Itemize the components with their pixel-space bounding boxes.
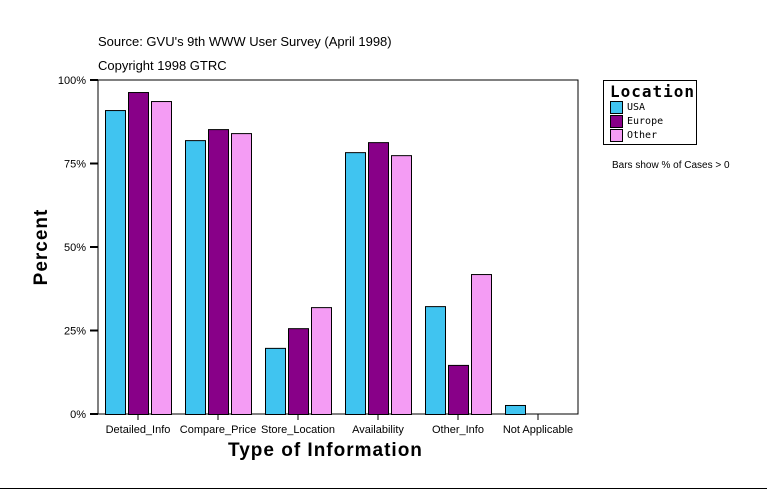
legend-label: Other: [627, 130, 658, 141]
bar: [288, 328, 309, 415]
bar: [505, 404, 526, 415]
chart-note: Bars show % of Cases > 0: [612, 160, 730, 171]
chart-source: Source: GVU's 9th WWW User Survey (April…: [98, 34, 392, 49]
x-tick-label: Not Applicable: [503, 424, 573, 436]
y-tick-label: 0%: [70, 409, 86, 421]
legend-label: Europe: [627, 116, 664, 127]
y-axis-label: Percent: [31, 208, 52, 286]
x-tick-label: Store_Location: [261, 424, 335, 436]
legend-item: USA: [610, 101, 645, 114]
legend-swatch: [610, 101, 623, 114]
bar: [391, 155, 412, 415]
legend-item: Other: [610, 129, 657, 142]
bar: [345, 152, 366, 415]
x-axis-label: Type of Information: [228, 440, 423, 461]
chart-copyright: Copyright 1998 GTRC: [98, 58, 227, 73]
x-tick-label: Other_Info: [432, 424, 484, 436]
y-tick-label: 75%: [64, 159, 86, 171]
y-tick-label: 25%: [64, 326, 86, 338]
legend-title: Location: [610, 82, 696, 101]
bar: [105, 110, 126, 415]
x-tick-label: Detailed_Info: [106, 424, 171, 436]
legend: Location USA Europe Other: [603, 80, 697, 145]
legend-swatch: [610, 129, 623, 142]
bar: [448, 364, 469, 416]
x-tick-label: Availability: [352, 424, 404, 436]
bar: [231, 133, 252, 416]
bar: [368, 142, 389, 415]
legend-swatch: [610, 115, 623, 128]
bar: [208, 129, 229, 416]
divider: [0, 488, 767, 489]
bar: [265, 347, 286, 416]
bar: [151, 101, 172, 416]
bar: [185, 140, 206, 415]
y-tick-label: 100%: [58, 75, 86, 87]
legend-label: USA: [627, 102, 646, 113]
bar: [425, 306, 446, 416]
bar: [311, 307, 332, 415]
bar: [471, 274, 492, 415]
legend-item: Europe: [610, 115, 663, 128]
y-tick-label: 50%: [64, 242, 86, 254]
x-tick-label: Compare_Price: [180, 424, 256, 436]
bar: [128, 92, 149, 416]
